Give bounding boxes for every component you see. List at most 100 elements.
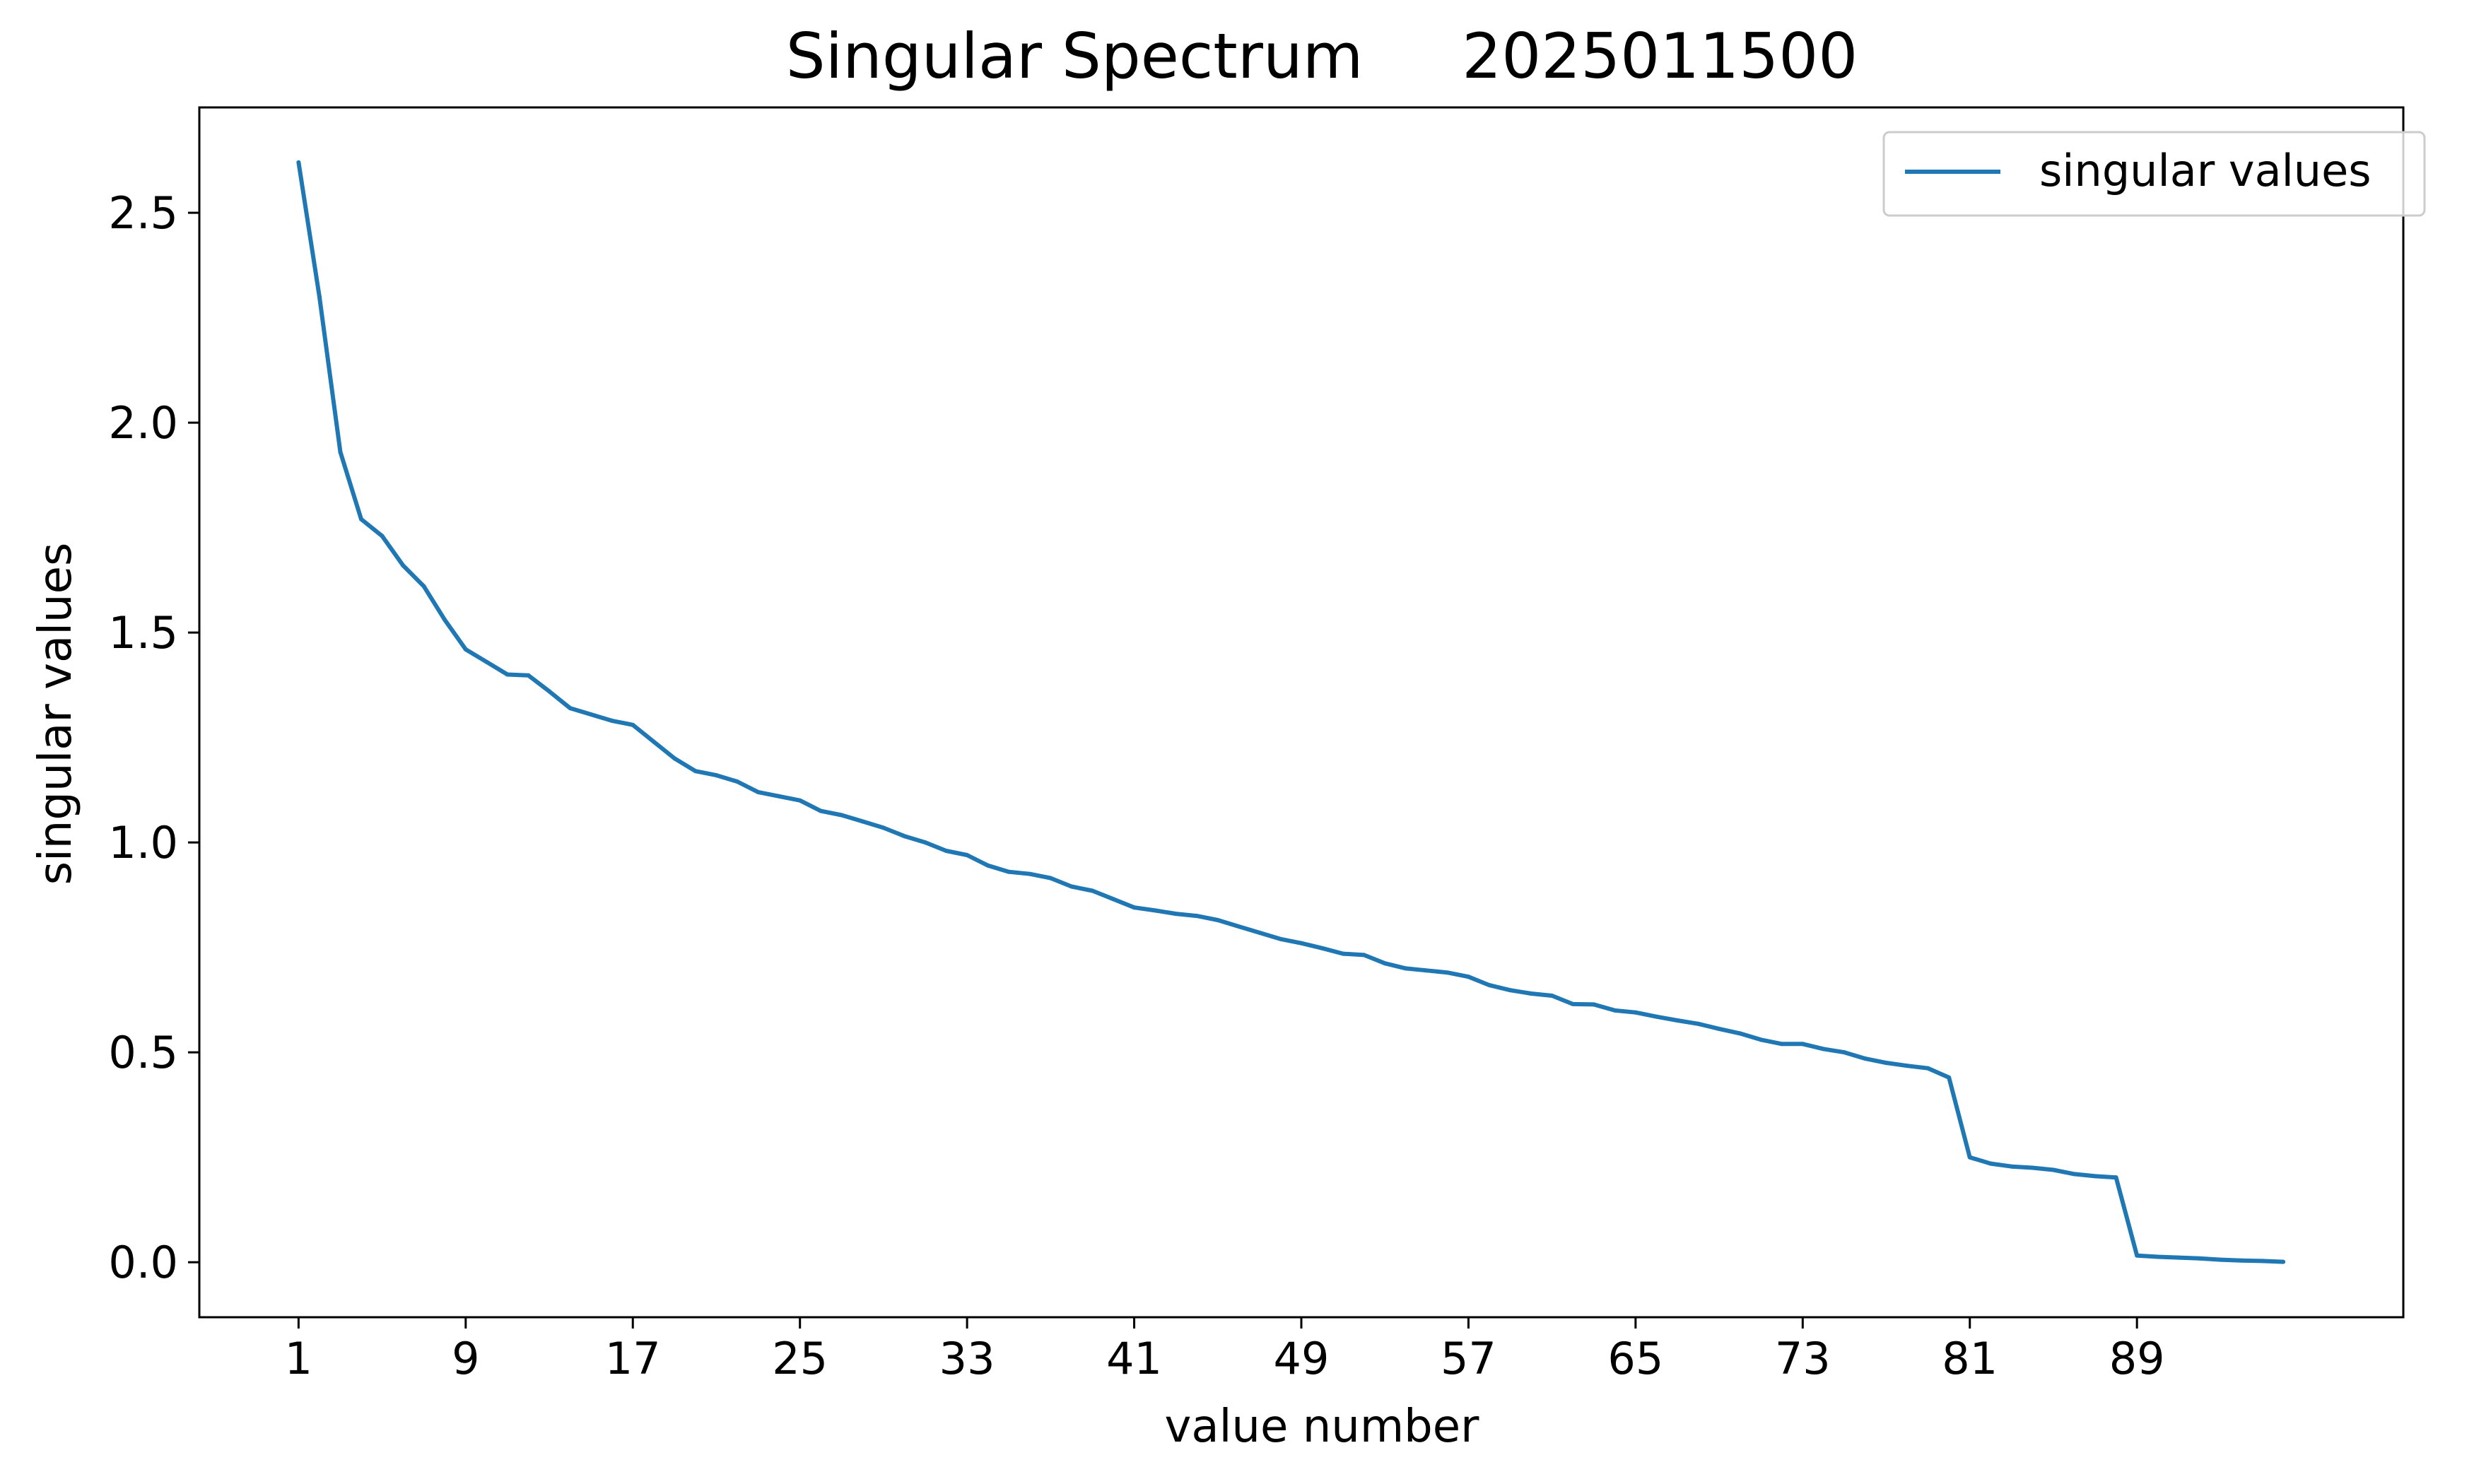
data-point <box>2051 1167 2056 1172</box>
x-tick-label: 73 <box>1775 1333 1831 1384</box>
data-point <box>2155 1254 2160 1259</box>
data-point <box>2197 1256 2202 1261</box>
data-point <box>1361 953 1366 958</box>
x-axis-label: value number <box>1165 1401 1480 1453</box>
x-tick-label: 57 <box>1441 1333 1496 1384</box>
data-point <box>1717 1026 1722 1031</box>
x-tick-label: 41 <box>1106 1333 1162 1384</box>
x-tick-label: 49 <box>1274 1333 1330 1384</box>
data-point <box>317 294 322 299</box>
data-point <box>2176 1255 2181 1260</box>
x-tick-label: 81 <box>1942 1333 1998 1384</box>
data-point <box>2072 1172 2077 1177</box>
data-point <box>756 789 761 794</box>
y-axis-ticks: 0.0 0.5 1.0 1.5 2.0 2.5 <box>108 187 199 1288</box>
data-point <box>860 819 865 824</box>
data-point <box>1153 908 1158 913</box>
data-point <box>1529 991 1534 996</box>
x-tick-label: 9 <box>452 1333 479 1384</box>
data-point <box>1069 884 1074 889</box>
series-points <box>296 160 2286 1264</box>
data-point <box>735 779 740 784</box>
data-point <box>1508 988 1513 993</box>
data-point <box>902 834 907 839</box>
y-axis-label: singular values <box>30 543 82 885</box>
data-point <box>672 756 677 761</box>
data-point <box>1299 941 1303 946</box>
data-point <box>1487 983 1491 988</box>
data-point <box>1173 912 1178 917</box>
data-point <box>2030 1165 2035 1170</box>
data-point <box>1759 1037 1764 1042</box>
data-point <box>819 808 823 813</box>
data-point <box>2239 1258 2244 1263</box>
x-tick-label: 1 <box>285 1333 312 1384</box>
data-point <box>568 706 573 711</box>
data-point <box>1111 897 1116 902</box>
data-point <box>1090 888 1095 893</box>
data-point <box>1967 1155 1972 1160</box>
data-point <box>1320 946 1325 950</box>
data-point <box>1383 961 1388 966</box>
data-point <box>714 773 719 778</box>
data-point <box>2009 1164 2014 1169</box>
x-axis-ticks: 1 9 17 25 33 41 49 57 65 73 81 89 <box>285 1317 2165 1384</box>
data-point <box>1591 1002 1596 1007</box>
data-point <box>1654 1014 1659 1019</box>
data-point <box>1884 1061 1889 1066</box>
data-point <box>484 659 489 664</box>
data-point <box>693 769 698 774</box>
data-point <box>463 647 468 652</box>
data-point <box>1947 1075 1952 1080</box>
data-point <box>985 863 990 868</box>
data-point <box>1612 1008 1617 1013</box>
data-point <box>1195 914 1200 919</box>
data-point <box>1842 1050 1847 1055</box>
data-point <box>1132 905 1137 910</box>
data-point <box>1278 936 1283 941</box>
y-tick-label: 1.5 <box>108 607 178 659</box>
chart-title: Singular Spectrum 2025011500 <box>786 20 1858 93</box>
data-point <box>442 618 447 623</box>
data-point <box>944 849 949 854</box>
data-point <box>1549 993 1554 998</box>
data-point <box>380 534 385 538</box>
data-point <box>421 584 426 589</box>
data-point <box>651 739 656 744</box>
data-point <box>1696 1021 1701 1026</box>
data-point <box>1215 918 1220 923</box>
data-point <box>1905 1064 1910 1068</box>
data-point <box>1236 924 1241 929</box>
data-point <box>1633 1010 1638 1015</box>
data-point <box>2093 1174 2098 1179</box>
y-tick-label: 0.5 <box>108 1027 178 1078</box>
data-point <box>2218 1257 2223 1262</box>
data-point <box>1779 1042 1784 1047</box>
series-line-singular-values <box>296 160 2286 1264</box>
data-point <box>2135 1253 2140 1258</box>
data-point <box>401 563 406 568</box>
legend-box <box>1882 131 2426 217</box>
y-tick-label: 0.0 <box>108 1237 178 1288</box>
data-point <box>505 672 510 677</box>
data-point <box>1403 966 1408 971</box>
data-point <box>1424 968 1429 973</box>
data-point <box>1800 1042 1805 1047</box>
data-point <box>2281 1259 2286 1264</box>
data-point <box>965 852 970 857</box>
data-point <box>1675 1018 1679 1023</box>
data-point <box>1737 1031 1742 1036</box>
y-tick-label: 1.0 <box>108 817 178 868</box>
data-point <box>1988 1161 1993 1166</box>
data-point <box>923 840 928 845</box>
x-tick-label: 33 <box>939 1333 995 1384</box>
data-point <box>359 517 364 522</box>
data-point <box>589 712 594 717</box>
data-point <box>547 689 552 694</box>
x-tick-label: 65 <box>1607 1333 1663 1384</box>
data-point <box>631 722 635 727</box>
data-point <box>881 825 886 830</box>
data-point <box>1341 951 1346 956</box>
y-tick-label: 2.0 <box>108 397 178 449</box>
